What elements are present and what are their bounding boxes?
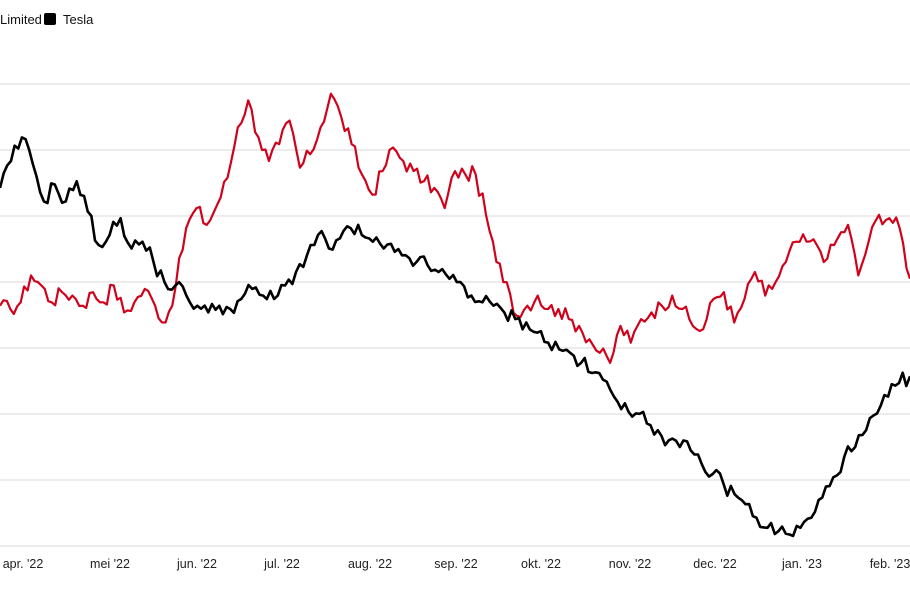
x-tick-label: feb. '23	[870, 557, 910, 571]
series-line-limited	[0, 92, 910, 364]
x-tick-label: dec. '22	[693, 557, 736, 571]
x-tick-label: jan. '23	[781, 557, 822, 571]
series-layer	[0, 92, 910, 538]
x-tick-label: sep. '22	[434, 557, 477, 571]
legend-label-series-1: Limited	[0, 12, 42, 27]
legend-swatch-series-2	[44, 13, 56, 25]
x-tick-label: nov. '22	[609, 557, 652, 571]
x-axis: apr. '22 mei '22 jun. '22 jul. '22 aug. '22 s…	[3, 557, 910, 571]
gridlines	[0, 83, 910, 547]
x-tick-label: okt. '22	[521, 557, 561, 571]
x-tick-label: jun. '22	[176, 557, 217, 571]
x-tick-label: aug. '22	[348, 557, 392, 571]
x-tick-label: jul. '22	[263, 557, 300, 571]
series-line-tesla	[0, 136, 910, 538]
legend: Limited Tesla	[0, 12, 94, 27]
x-tick-label: mei '22	[90, 557, 130, 571]
legend-label-series-2: Tesla	[63, 12, 94, 27]
x-tick-label: apr. '22	[3, 557, 44, 571]
